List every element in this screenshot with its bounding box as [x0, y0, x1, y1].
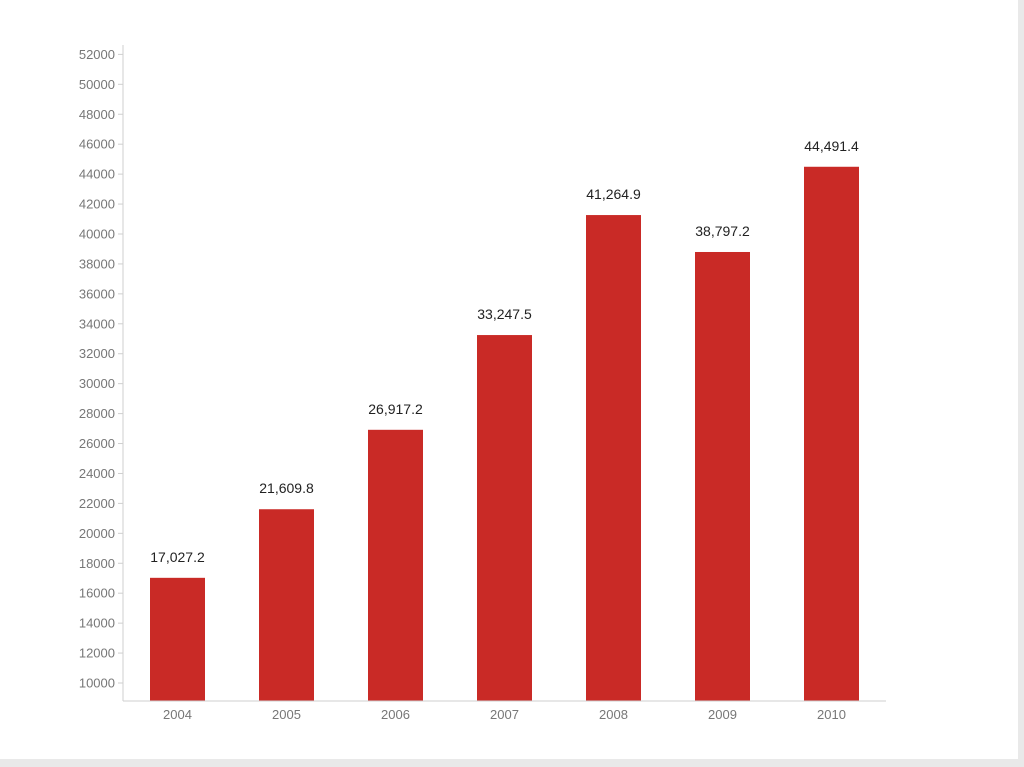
data-label-2005: 21,609.8 [259, 480, 314, 496]
y-tick-label: 34000 [79, 316, 115, 331]
x-tick-label: 2010 [817, 707, 846, 722]
y-tick-label: 20000 [79, 526, 115, 541]
x-tick-label: 2004 [163, 707, 192, 722]
y-tick-label: 14000 [79, 616, 115, 631]
y-tick-label: 50000 [79, 77, 115, 92]
data-label-2006: 26,917.2 [368, 401, 423, 417]
y-tick-label: 22000 [79, 496, 115, 511]
bar-2007 [477, 335, 532, 701]
data-label-2009: 38,797.2 [695, 223, 750, 239]
y-tick-label: 12000 [79, 646, 115, 661]
x-tick-label: 2007 [490, 707, 519, 722]
bar-2006 [368, 429, 423, 701]
y-tick-label: 38000 [79, 256, 115, 271]
data-label-2007: 33,247.5 [477, 306, 532, 322]
bars [150, 166, 859, 702]
y-tick-label: 24000 [79, 466, 115, 481]
bar-2005 [259, 509, 314, 701]
data-labels: 17,027.2 21,609.8 26,917.2 33,247.5 41,264.9… [150, 138, 859, 565]
bar-2004 [150, 577, 205, 701]
y-tick-label: 10000 [79, 676, 115, 691]
x-tick-label: 2006 [381, 707, 410, 722]
bar-2008 [586, 215, 641, 702]
data-label-2008: 41,264.9 [586, 186, 641, 202]
y-tick-label: 48000 [79, 107, 115, 122]
data-label-2004: 17,027.2 [150, 549, 205, 565]
data-label-2010: 44,491.4 [804, 138, 859, 154]
x-tick-label: 2008 [599, 707, 628, 722]
y-tick-label: 26000 [79, 436, 115, 451]
y-tick-label: 30000 [79, 376, 115, 391]
y-tick-label: 16000 [79, 586, 115, 601]
y-tick-label: 28000 [79, 406, 115, 421]
x-tick-label: 2009 [708, 707, 737, 722]
x-axis-labels: 2004 2005 2006 2007 2008 2009 2010 [163, 707, 846, 722]
bar-2010 [804, 166, 859, 701]
y-axis-ticks: 10000 12000 14000 16000 18000 20000 22000 24000… [79, 47, 123, 691]
y-tick-label: 32000 [79, 346, 115, 361]
y-tick-label: 46000 [79, 137, 115, 152]
y-tick-label: 44000 [79, 167, 115, 182]
y-tick-label: 42000 [79, 197, 115, 212]
bar-2009 [695, 251, 750, 701]
y-tick-label: 52000 [79, 47, 115, 62]
y-tick-label: 36000 [79, 286, 115, 301]
y-tick-label: 40000 [79, 226, 115, 241]
x-tick-label: 2005 [272, 707, 301, 722]
y-tick-label: 18000 [79, 556, 115, 571]
